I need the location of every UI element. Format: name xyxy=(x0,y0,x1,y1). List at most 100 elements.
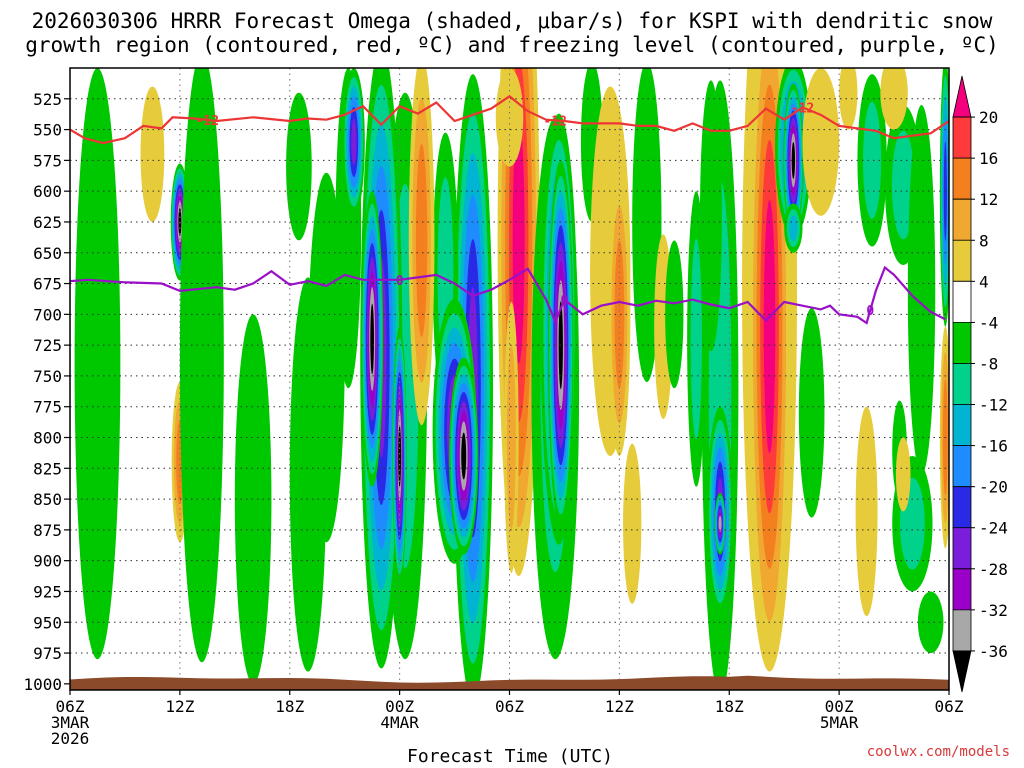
credit-link[interactable]: coolwx.com/models xyxy=(867,744,1010,760)
colorbar-label: -32 xyxy=(979,601,1008,620)
colorbar-label: -8 xyxy=(979,354,998,373)
x-tick-label: 12Z xyxy=(165,697,194,716)
omega-cell xyxy=(623,443,642,604)
omega-cell xyxy=(895,437,911,512)
chart-title-line-1: 2026030306 HRRR Forecast Omega (shaded, … xyxy=(32,9,993,33)
colorbar-segment xyxy=(952,568,972,611)
omega-shade-level xyxy=(863,101,882,219)
omega-shade-level xyxy=(798,308,825,518)
colorbar-segment xyxy=(952,486,972,529)
colorbar-label: -36 xyxy=(979,642,1008,661)
dgz-contour-line xyxy=(70,94,949,145)
omega-cell xyxy=(798,308,825,518)
x-tick-label: 06Z xyxy=(935,697,964,716)
freezing-level-contour-line xyxy=(70,265,946,325)
y-tick-label: 700 xyxy=(33,305,62,324)
omega-cell xyxy=(855,406,878,617)
omega-cell xyxy=(907,104,936,475)
colorbar-segment xyxy=(952,239,972,282)
colorbar-segment xyxy=(952,404,972,447)
colorbar-label: 12 xyxy=(979,190,998,209)
colorbar-label: 20 xyxy=(979,108,998,127)
dgz-contour-label: -12 xyxy=(791,101,814,116)
omega-cell xyxy=(783,83,804,238)
omega-shade-level xyxy=(855,406,878,617)
x-date-label: 5MAR xyxy=(820,713,859,732)
omega-cell xyxy=(632,68,662,383)
omega-cell xyxy=(880,68,908,130)
omega-cell xyxy=(74,68,121,660)
omega-shade-level xyxy=(880,68,908,130)
omega-shade-level xyxy=(179,68,224,663)
x-tick-label: 18Z xyxy=(275,697,304,716)
omega-cell xyxy=(917,591,944,654)
x-tick-label: 06Z xyxy=(495,697,524,716)
colorbar-segment xyxy=(952,198,972,241)
omega-shade-level xyxy=(917,591,944,654)
omega-cell xyxy=(608,172,631,456)
colorbar-label: 8 xyxy=(979,231,989,250)
colorbar-label: -24 xyxy=(979,519,1008,538)
plot-area: -12 -12 -12 0 0 0 xyxy=(70,68,949,690)
omega-cell xyxy=(361,191,384,487)
omega-cell xyxy=(308,172,345,543)
omega-shade-level xyxy=(699,80,722,352)
omega-shade-level xyxy=(178,208,182,236)
y-tick-label: 525 xyxy=(33,90,62,109)
y-tick-label: 550 xyxy=(33,121,62,140)
colorbar-segment xyxy=(952,157,972,200)
y-tick-label: 675 xyxy=(33,275,62,294)
y-tick-label: 575 xyxy=(33,151,62,170)
y-tick-label: 625 xyxy=(33,213,62,232)
omega-shade-level xyxy=(234,314,272,684)
x-axis-label: Forecast Time (UTC) xyxy=(407,746,613,767)
colorbar-label: -20 xyxy=(979,478,1008,497)
x-tick-label: 00Z xyxy=(385,697,414,716)
omega-shade-level xyxy=(495,68,524,167)
omega-shade-level xyxy=(690,238,702,440)
omega-cell xyxy=(802,68,840,216)
omega-cell xyxy=(408,68,435,426)
contour-labels: -12 -12 -12 0 0 0 xyxy=(196,101,875,319)
y-tick-label: 725 xyxy=(33,336,62,355)
omega-cell xyxy=(857,74,887,247)
colorbar-segment xyxy=(952,445,972,488)
omega-shade-level xyxy=(351,118,357,166)
omega-cell xyxy=(449,357,479,555)
x-year-label: 2026 xyxy=(51,729,90,748)
chart-title-line-2: growth region (contoured, red, ºC) and f… xyxy=(25,33,999,57)
omega-shade-level xyxy=(140,86,165,222)
omega-shade-level xyxy=(415,143,428,338)
y-tick-label: 1000 xyxy=(23,675,62,694)
y-tick-label: 925 xyxy=(33,582,62,601)
x-tick-label: 00Z xyxy=(825,697,854,716)
omega-cell xyxy=(839,68,858,130)
omega-cell xyxy=(286,92,312,241)
omega-shade-level xyxy=(907,104,936,475)
y-tick-label: 800 xyxy=(33,429,62,448)
colorbar: 20 16 12 8 4 -4 -8 -12 -16 -20 -24 -28 -32 -36 xyxy=(952,75,1008,693)
y-tick-label: 600 xyxy=(33,182,62,201)
colorbar-label: -4 xyxy=(979,313,998,332)
colorbar-segment xyxy=(952,609,972,652)
omega-shade-level xyxy=(614,240,625,389)
terrain-fill xyxy=(70,675,949,690)
omega-shade-level xyxy=(286,92,312,241)
omega-cell xyxy=(749,68,790,672)
omega-shade-level xyxy=(461,432,467,480)
colorbar-label: 4 xyxy=(979,272,989,291)
y-tick-label: 825 xyxy=(33,459,62,478)
y-tick-label: 900 xyxy=(33,552,62,571)
omega-shade-level xyxy=(74,68,121,660)
x-date-label: 3MAR xyxy=(51,713,90,732)
y-tick-label: 775 xyxy=(33,398,62,417)
colorbar-label: -28 xyxy=(979,560,1008,579)
y-tick-label: 850 xyxy=(33,490,62,509)
omega-shade-level xyxy=(512,117,525,364)
omega-cell xyxy=(714,492,726,555)
dgz-contour-label: -12 xyxy=(196,114,219,129)
omega-shade-level xyxy=(370,303,374,375)
omega-cell xyxy=(784,203,803,253)
